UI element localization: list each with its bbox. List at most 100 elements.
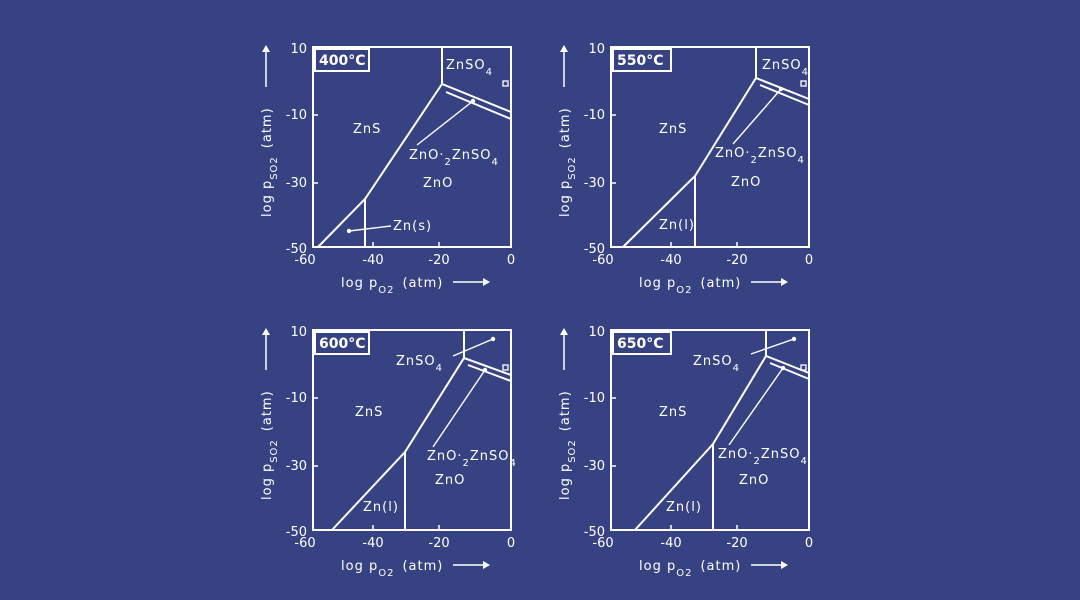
y-tick-label: 10 [588,325,605,340]
y-axis-title-group: log pSO2(atm) [260,45,280,217]
region-zns-label: ZnS [659,405,687,420]
pointer-line [452,338,494,357]
pointer-line [348,225,392,232]
y-tick-label: -30 [286,176,307,191]
x-tick-label: -40 [660,253,681,268]
y-axis-title-group: log pSO2(atm) [558,45,578,217]
zno-2znso4-boundary [445,91,512,120]
y-tick-label: -10 [584,391,605,406]
pointer-dot [780,365,786,371]
x-tick-label: -40 [362,536,383,551]
region-zinc-label: Zn(l) [666,500,702,515]
x-axis-title: log pO2 (atm) [639,276,741,296]
zno-2znso4-boundary [759,84,810,106]
temperature-label: 550°C [617,53,664,69]
region-zno-label: ZnO [435,473,465,488]
y-tick-label: -50 [584,525,605,540]
zns-zno-boundary [622,76,810,248]
x-axis-arrow-head [781,561,788,569]
region-znso4-label: ZnSO4 [693,354,740,374]
x-tick-label: -60 [592,536,613,551]
zno-2znso4-boundary [769,362,810,380]
y-axis-arrow-head [262,45,270,52]
x-tick-label: -20 [428,536,449,551]
x-tick-label: -60 [294,253,315,268]
region-zno-label: ZnO [731,175,761,190]
temperature-box [314,331,370,355]
pointer-dot [791,336,797,342]
x-axis-arrow-head [483,561,490,569]
plot-frame [312,329,512,531]
x-tick-label: -40 [362,253,383,268]
marker-square [502,364,509,371]
region-znso4-label: ZnSO4 [762,58,809,78]
marker-square [800,80,807,87]
y-tick-label: -10 [286,108,307,123]
zns-zno-boundary [317,82,512,248]
y-tick-label: -30 [584,176,605,191]
plot-frame [610,46,810,248]
region-zno-2znso4-label: ZnO·2ZnSO4 [427,449,517,469]
y-axis-arrow-head [560,45,568,52]
y-axis-arrow-head [262,328,270,335]
region-zinc-label: Zn(l) [659,218,695,233]
pointer-dot [778,86,784,92]
y-axis-title-group: log pSO2(atm) [558,328,578,500]
x-tick-label: -40 [660,536,681,551]
x-axis-title: log pO2 (atm) [639,559,741,579]
region-zno-label: ZnO [423,176,453,191]
phase-panel: 550°C ZnS ZnO ZnSO4 ZnO·2ZnSO4 Zn(l) -60 -40 -20… [558,42,813,296]
y-axis-title: log pSO2(atm) [260,107,280,217]
pointer-dot [482,367,488,373]
x-tick-label: -20 [726,253,747,268]
y-tick-label: 10 [290,42,307,57]
y-axis-title-group: log pSO2(atm) [260,328,280,500]
region-zno-label: ZnO [739,473,769,488]
phase-panel: 600°C ZnS ZnO ZnSO4 ZnO·2ZnSO4 Zn(l) -60 -40 -20… [260,325,517,579]
pointer-line [416,100,474,146]
x-tick-label: -60 [592,253,613,268]
temperature-label: 600°C [319,336,366,352]
temperature-label: 400°C [319,53,366,69]
y-axis-arrow-head [560,328,568,335]
zns-zno-boundary [331,356,512,531]
x-tick-label: -20 [428,253,449,268]
pointer-line [732,88,782,145]
temperature-box [314,48,370,72]
x-axis-arrow-head [781,278,788,286]
x-tick-label: -60 [294,536,315,551]
plot-frame [610,329,810,531]
y-tick-label: -30 [286,459,307,474]
region-zns-label: ZnS [353,122,381,137]
x-tick-label: 0 [507,536,515,551]
pointer-line [750,338,795,355]
y-axis-title: log pSO2(atm) [558,390,578,500]
y-tick-label: 10 [588,42,605,57]
x-tick-label: -20 [726,536,747,551]
temperature-label: 650°C [617,336,664,352]
y-tick-label: -50 [286,242,307,257]
plot-frame [312,46,512,248]
y-axis-title: log pSO2(atm) [260,390,280,500]
pointer-dot [346,228,352,234]
pointer-line [432,369,486,448]
phase-panel: 400°C ZnS ZnO ZnSO4 ZnO·2ZnSO4 Zn(s) -60 -40 -20… [260,42,515,296]
y-tick-label: -50 [584,242,605,257]
region-znso4-label: ZnSO4 [396,354,443,374]
x-tick-label: 0 [507,253,515,268]
region-zno-2znso4-label: ZnO·2ZnSO4 [718,447,808,467]
region-zno-2znso4-label: ZnO·2ZnSO4 [409,148,499,168]
region-zinc-label: Zn(l) [363,500,399,515]
y-tick-label: -10 [286,391,307,406]
y-tick-label: -50 [286,525,307,540]
phase-panel: 650°C ZnS ZnO ZnSO4 ZnO·2ZnSO4 Zn(l) -60 -40 -20… [558,325,813,579]
y-axis-title: log pSO2(atm) [558,107,578,217]
temperature-box [612,48,672,72]
region-znso4-label: ZnSO4 [446,58,493,78]
x-tick-label: 0 [805,536,813,551]
region-zno-2znso4-label: ZnO·2ZnSO4 [715,146,805,166]
x-axis-arrow-head [483,278,490,286]
pointer-dot [470,98,476,104]
marker-square [502,80,509,87]
